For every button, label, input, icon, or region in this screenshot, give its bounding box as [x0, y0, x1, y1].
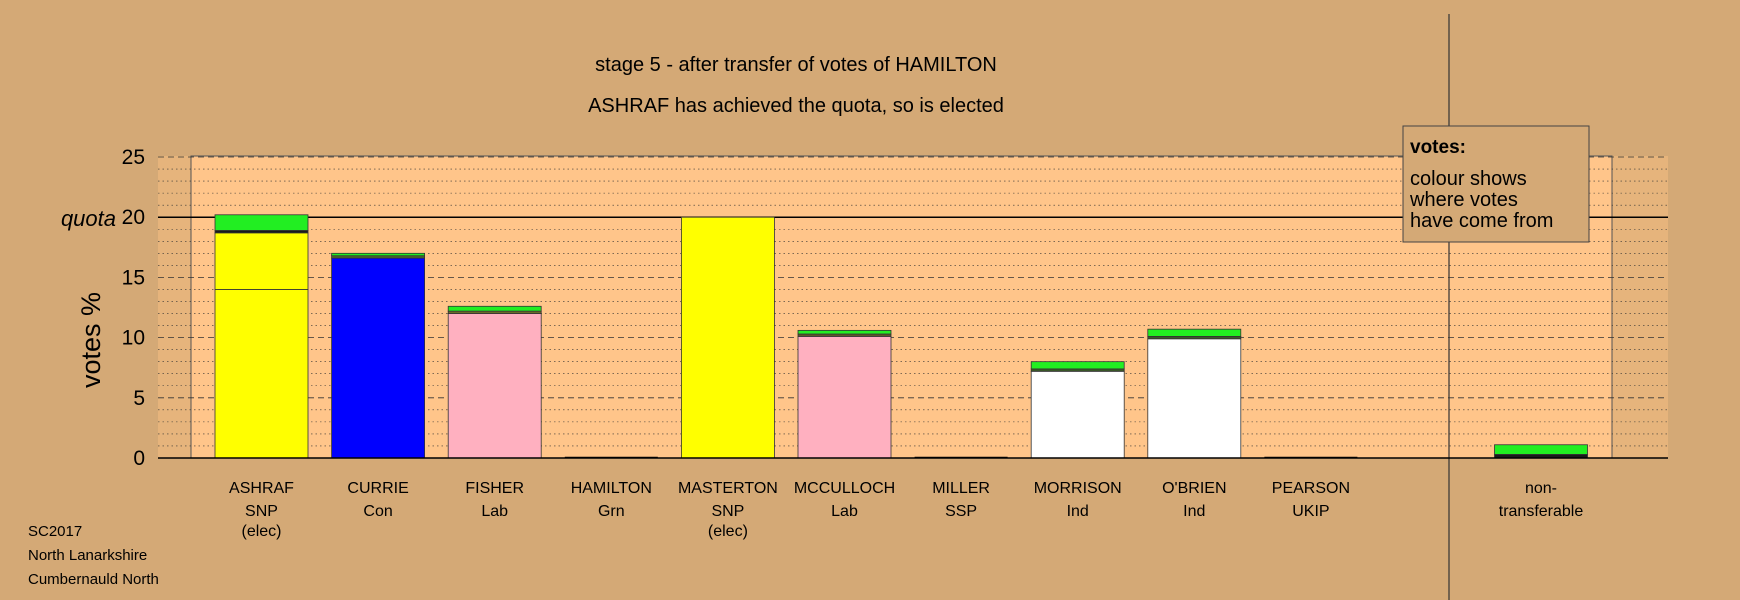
bar-segment: [797, 335, 892, 459]
bars: [214, 214, 1588, 459]
legend: votes: colour shows where votes have com…: [1402, 125, 1590, 243]
x-label-name: ASHRAF: [229, 480, 294, 497]
footer-line-3: Cumbernauld North: [28, 571, 159, 588]
chart-title: stage 5 - after transfer of votes of HAM…: [595, 54, 997, 76]
y-tick-label: 25: [122, 146, 145, 169]
x-label-name: MORRISON: [1034, 480, 1122, 497]
bar-segment: [214, 232, 309, 290]
x-label-nontransferable: transferable: [1499, 503, 1584, 520]
x-label-nontransferable: non-: [1525, 480, 1557, 497]
x-label-party: Grn: [598, 503, 625, 520]
chart-subtitle: ASHRAF has achieved the quota, so is ele…: [588, 95, 1004, 117]
bar-segment: [331, 252, 426, 257]
bar-segment: [214, 289, 309, 459]
y-tick-label: 10: [122, 327, 145, 350]
bar-segment: [797, 329, 892, 335]
bar-segment: [447, 305, 542, 312]
footer-line-1: SC2017: [28, 523, 82, 540]
bar-segment: [1030, 370, 1125, 459]
y-tick-label: 5: [133, 387, 145, 410]
bar-segment: [447, 313, 542, 459]
y-tick-label: 15: [122, 266, 145, 289]
x-label-party: SNP: [245, 503, 278, 520]
bar-segment: [1494, 444, 1588, 455]
x-label-party: Ind: [1067, 503, 1089, 520]
quota-label: quota: [61, 206, 116, 231]
bar-segment: [331, 257, 426, 459]
x-label-note: (elec): [241, 523, 281, 540]
x-label-name: MCCULLOCH: [794, 480, 895, 497]
bar-segment: [681, 216, 775, 459]
legend-line-1: colour shows: [1410, 168, 1527, 190]
x-label-name: MILLER: [932, 480, 990, 497]
x-label-party: Con: [363, 503, 392, 520]
y-tick-label: 0: [133, 447, 145, 470]
x-label-name: PEARSON: [1272, 480, 1350, 497]
y-axis-label: votes %: [76, 292, 106, 388]
x-label-party: SNP: [711, 503, 744, 520]
bar-segment: [1147, 338, 1242, 459]
x-label-note: (elec): [708, 523, 748, 540]
y-tick-label: 20: [122, 206, 145, 229]
bar-segment: [214, 214, 309, 231]
bar-segment: [1147, 328, 1242, 337]
plot-panel: [190, 155, 1613, 459]
x-axis-labels: ASHRAF SNP (elec) CURRIE Con FISHER Lab HAMILTO…: [229, 480, 1583, 540]
x-label-party: Ind: [1183, 503, 1205, 520]
footer-line-2: North Lanarkshire: [28, 547, 147, 564]
legend-box: [1402, 125, 1590, 243]
x-label-name: HAMILTON: [571, 480, 652, 497]
x-label-name: FISHER: [465, 480, 524, 497]
x-label-party: Lab: [831, 503, 858, 520]
legend-title: votes:: [1410, 137, 1466, 158]
x-label-party: Lab: [481, 503, 508, 520]
x-label-name: O'BRIEN: [1162, 480, 1226, 497]
x-label-name: CURRIE: [347, 480, 408, 497]
y-axis-ticks: 0 5 10 15 20 25: [122, 146, 145, 470]
legend-line-3: have come from: [1410, 210, 1553, 232]
x-label-name: MASTERTON: [678, 480, 778, 497]
x-label-party: UKIP: [1292, 503, 1329, 520]
x-label-party: SSP: [945, 503, 977, 520]
bar-segment: [1030, 361, 1125, 370]
legend-line-2: where votes: [1409, 189, 1518, 211]
